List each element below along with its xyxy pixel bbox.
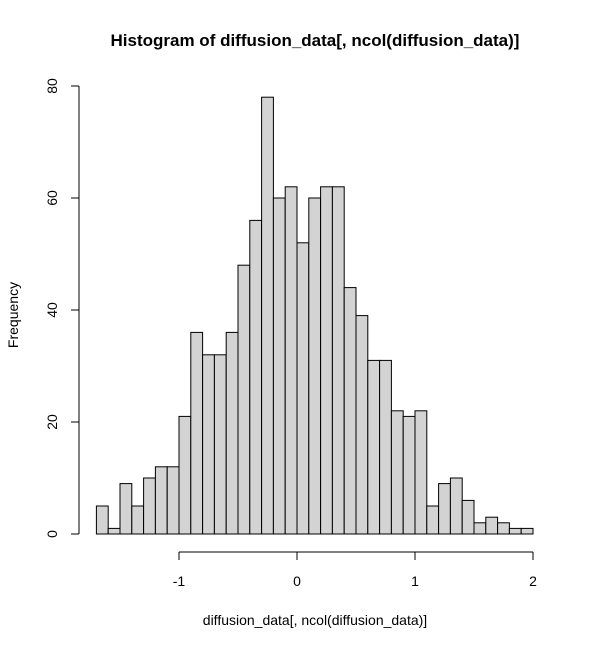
histogram-bar bbox=[449, 477, 463, 535]
histogram-bar bbox=[95, 505, 109, 535]
histogram-bar bbox=[438, 483, 451, 535]
x-tick-label: -1 bbox=[173, 573, 186, 589]
chart-title: Histogram of diffusion_data[, ncol(diffu… bbox=[111, 31, 520, 50]
y-tick-label: 60 bbox=[44, 190, 60, 206]
histogram-bar bbox=[202, 354, 215, 535]
histogram-bar bbox=[343, 287, 357, 535]
x-axis-label: diffusion_data[, ncol(diffusion_data)] bbox=[203, 612, 427, 628]
y-axis-label: Frequency bbox=[5, 282, 21, 348]
histogram-bar bbox=[296, 242, 310, 535]
y-tick-label: 20 bbox=[44, 414, 60, 430]
histogram-bar bbox=[225, 331, 239, 535]
histogram-bar bbox=[426, 505, 440, 535]
bars-group bbox=[95, 96, 534, 535]
histogram-bar bbox=[261, 96, 274, 535]
histogram-bar bbox=[166, 466, 180, 535]
histogram-bar bbox=[367, 359, 381, 535]
histogram-bar bbox=[485, 516, 499, 535]
histogram-bar bbox=[190, 331, 204, 535]
histogram-bar bbox=[237, 264, 251, 535]
histogram-bar bbox=[143, 477, 156, 535]
histogram-bar bbox=[320, 186, 333, 535]
histogram-bar bbox=[331, 186, 345, 535]
y-axis: 0 20 40 60 80 bbox=[44, 78, 80, 538]
histogram-bar bbox=[473, 522, 487, 535]
histogram-bar bbox=[390, 410, 404, 535]
y-tick-label: 80 bbox=[44, 78, 60, 94]
histogram-bar bbox=[272, 197, 286, 535]
histogram-bar bbox=[308, 197, 322, 535]
histogram-bar bbox=[154, 466, 168, 535]
histogram-bar bbox=[178, 415, 192, 535]
histogram-bar bbox=[414, 410, 428, 535]
histogram-bar bbox=[379, 359, 392, 535]
x-tick-label: 1 bbox=[411, 573, 419, 589]
y-tick-label: 40 bbox=[44, 302, 60, 318]
histogram-bar bbox=[520, 527, 534, 535]
histogram-bar bbox=[213, 354, 227, 535]
x-axis: -1 0 1 2 bbox=[173, 551, 537, 589]
histogram-bar bbox=[402, 415, 416, 535]
histogram-bar bbox=[355, 315, 369, 535]
histogram-bar bbox=[107, 527, 121, 535]
y-tick-label: 0 bbox=[44, 530, 60, 538]
histogram-bar bbox=[508, 527, 522, 535]
histogram-bar bbox=[119, 483, 133, 535]
histogram-bar bbox=[131, 505, 145, 535]
x-tick-label: 0 bbox=[293, 573, 301, 589]
histogram-bar bbox=[461, 499, 475, 535]
histogram-bar bbox=[249, 219, 263, 535]
x-tick-label: 2 bbox=[529, 573, 537, 589]
histogram-bar bbox=[284, 186, 298, 535]
histogram-bar bbox=[497, 522, 510, 535]
